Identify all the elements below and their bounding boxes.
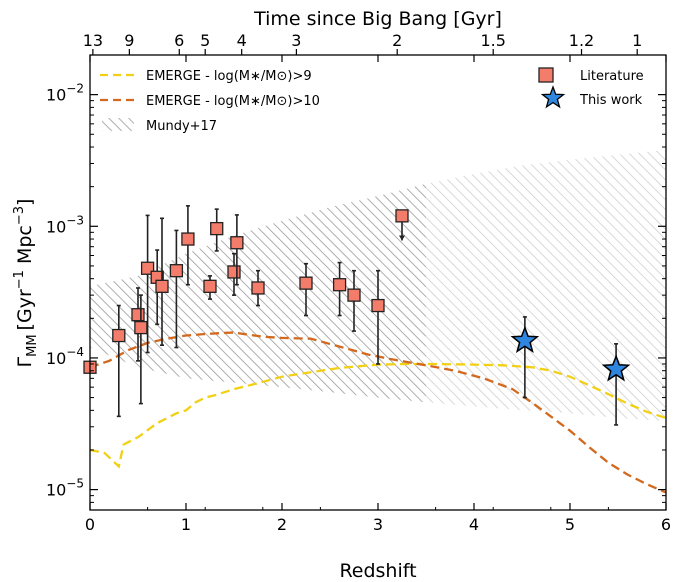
literature-point <box>371 298 385 313</box>
legend-label-literature: Literature <box>580 69 644 84</box>
legend-marker-thiswork <box>540 85 566 109</box>
y-tick-exponent: −4 <box>66 345 84 359</box>
x-tick-label: 3 <box>373 515 383 534</box>
thiswork-point <box>601 354 631 382</box>
y-axis-title-exp1: −1 <box>12 270 27 289</box>
legend: EMERGE - log(M∗/M⊙)>9 EMERGE - log(M∗/M⊙… <box>100 67 644 134</box>
y-axis-title-end: ] <box>14 199 36 206</box>
x-tick-label: 4 <box>469 515 479 534</box>
y-tick-label: 10−4 <box>46 345 84 368</box>
axes-layer: 0 1 2 3 4 5 613 9 6 5 4 3 2 1.5 1.2 110−510−410−310−2 <box>46 31 671 534</box>
y-tick-base: 10 <box>46 86 66 105</box>
legend-marker-literature <box>538 67 554 83</box>
y-axis-title-sub: MM <box>25 334 40 356</box>
x-tick-label: 2 <box>277 515 287 534</box>
literature-point <box>230 236 244 250</box>
legend-label-thiswork: This work <box>579 93 643 108</box>
literature-point <box>112 328 126 343</box>
literature-point <box>181 232 195 246</box>
literature-point <box>251 281 265 295</box>
y-tick-exponent: −5 <box>66 477 84 491</box>
top-tick-label: 1.2 <box>569 31 594 50</box>
top-tick-label: 5 <box>200 31 210 50</box>
literature-point <box>332 278 347 292</box>
y-tick-label: 10−5 <box>46 477 84 500</box>
emerge9-line <box>90 362 666 469</box>
y-tick-base: 10 <box>46 481 66 500</box>
y-tick-exponent: −2 <box>66 82 84 96</box>
literature-upper-limit-arrow <box>399 235 405 241</box>
literature-point <box>299 276 313 290</box>
literature-point <box>134 320 148 335</box>
literature-point <box>203 279 217 293</box>
literature-point <box>155 279 169 293</box>
top-axis-title: Time since Big Bang [Gyr] <box>253 8 502 30</box>
top-tick-label: 6 <box>174 31 184 50</box>
top-tick-label: 4 <box>237 31 247 50</box>
literature-point <box>210 221 224 236</box>
legend-label-emerge9: EMERGE - log(M∗/M⊙)>9 <box>146 69 312 84</box>
x-tick-label: 1 <box>181 515 191 534</box>
legend-label-mundy: Mundy+17 <box>146 119 217 134</box>
top-tick-label: 9 <box>124 31 134 50</box>
legend-swatch-mundy <box>102 118 134 131</box>
x-axis-title: Redshift <box>339 560 416 582</box>
y-axis-title: ΓMM [Gyr−1 Mpc−3] <box>12 199 40 368</box>
thiswork-point <box>510 325 540 354</box>
literature-point <box>131 308 145 322</box>
y-axis-title-mid: Mpc <box>14 225 36 270</box>
top-tick-label: 1.5 <box>480 31 505 50</box>
literature-point <box>227 265 241 279</box>
top-tick-label: 13 <box>83 31 103 50</box>
top-tick-label: 2 <box>392 31 402 50</box>
y-axis-title-symbol: Γ <box>14 356 36 367</box>
y-tick-label: 10−3 <box>46 213 84 236</box>
literature-point <box>347 288 361 302</box>
top-tick-label: 1 <box>632 31 642 50</box>
y-tick-label: 10−2 <box>46 82 84 105</box>
data-points-layer <box>83 205 631 426</box>
legend-label-emerge10: EMERGE - log(M∗/M⊙)>10 <box>146 94 320 109</box>
y-tick-exponent: −3 <box>66 213 84 227</box>
literature-point <box>169 264 184 278</box>
x-tick-label: 6 <box>661 515 671 534</box>
x-tick-label: 5 <box>565 515 575 534</box>
literature-point <box>395 209 409 223</box>
x-tick-label: 0 <box>85 515 95 534</box>
mundy-band-extrapolated <box>426 150 666 422</box>
y-axis-title-units: [Gyr <box>14 289 36 330</box>
y-tick-base: 10 <box>46 217 66 236</box>
top-tick-label: 3 <box>291 31 301 50</box>
y-tick-base: 10 <box>46 349 66 368</box>
y-axis-title-exp2: −3 <box>12 206 27 225</box>
